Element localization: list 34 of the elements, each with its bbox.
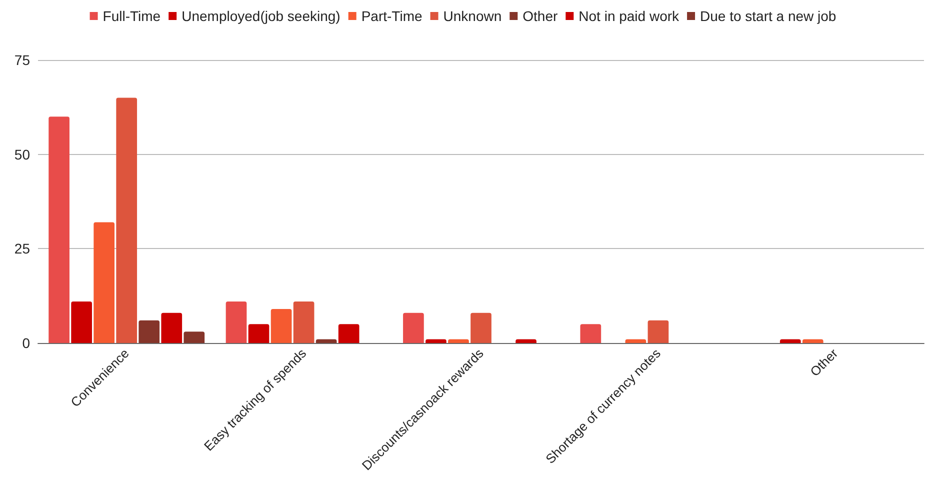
legend-label: Part-Time	[361, 8, 422, 24]
bar	[226, 301, 247, 343]
y-tick-label: 25	[14, 240, 30, 257]
y-tick-label: 75	[14, 52, 30, 68]
bar	[448, 339, 469, 343]
bar	[94, 222, 115, 343]
legend-label: Full-Time	[102, 8, 161, 24]
bar	[161, 312, 182, 343]
legend-label: Unknown	[443, 8, 502, 24]
bar	[316, 339, 337, 343]
bar	[270, 309, 292, 343]
bar	[338, 324, 360, 343]
bar	[138, 320, 160, 343]
bar	[403, 312, 424, 343]
bar	[625, 339, 646, 343]
y-tick-label: 0	[22, 335, 30, 351]
legend-label: Unemployed(job seeking)	[182, 8, 340, 24]
bar	[71, 301, 92, 343]
bar	[780, 339, 801, 343]
bar	[580, 324, 602, 343]
bar	[802, 339, 824, 343]
legend-label: Not in paid work	[578, 8, 680, 24]
bar	[648, 320, 669, 343]
y-tick-label: 50	[14, 146, 30, 162]
bar	[470, 312, 492, 343]
legend-label: Due to start a new job	[700, 8, 836, 24]
bar	[516, 339, 536, 343]
bar	[184, 332, 205, 343]
bar	[116, 98, 138, 343]
bar	[248, 324, 270, 343]
legend-label: Other	[522, 8, 558, 24]
bar	[293, 301, 314, 343]
bar	[48, 116, 70, 343]
bar	[426, 339, 446, 343]
